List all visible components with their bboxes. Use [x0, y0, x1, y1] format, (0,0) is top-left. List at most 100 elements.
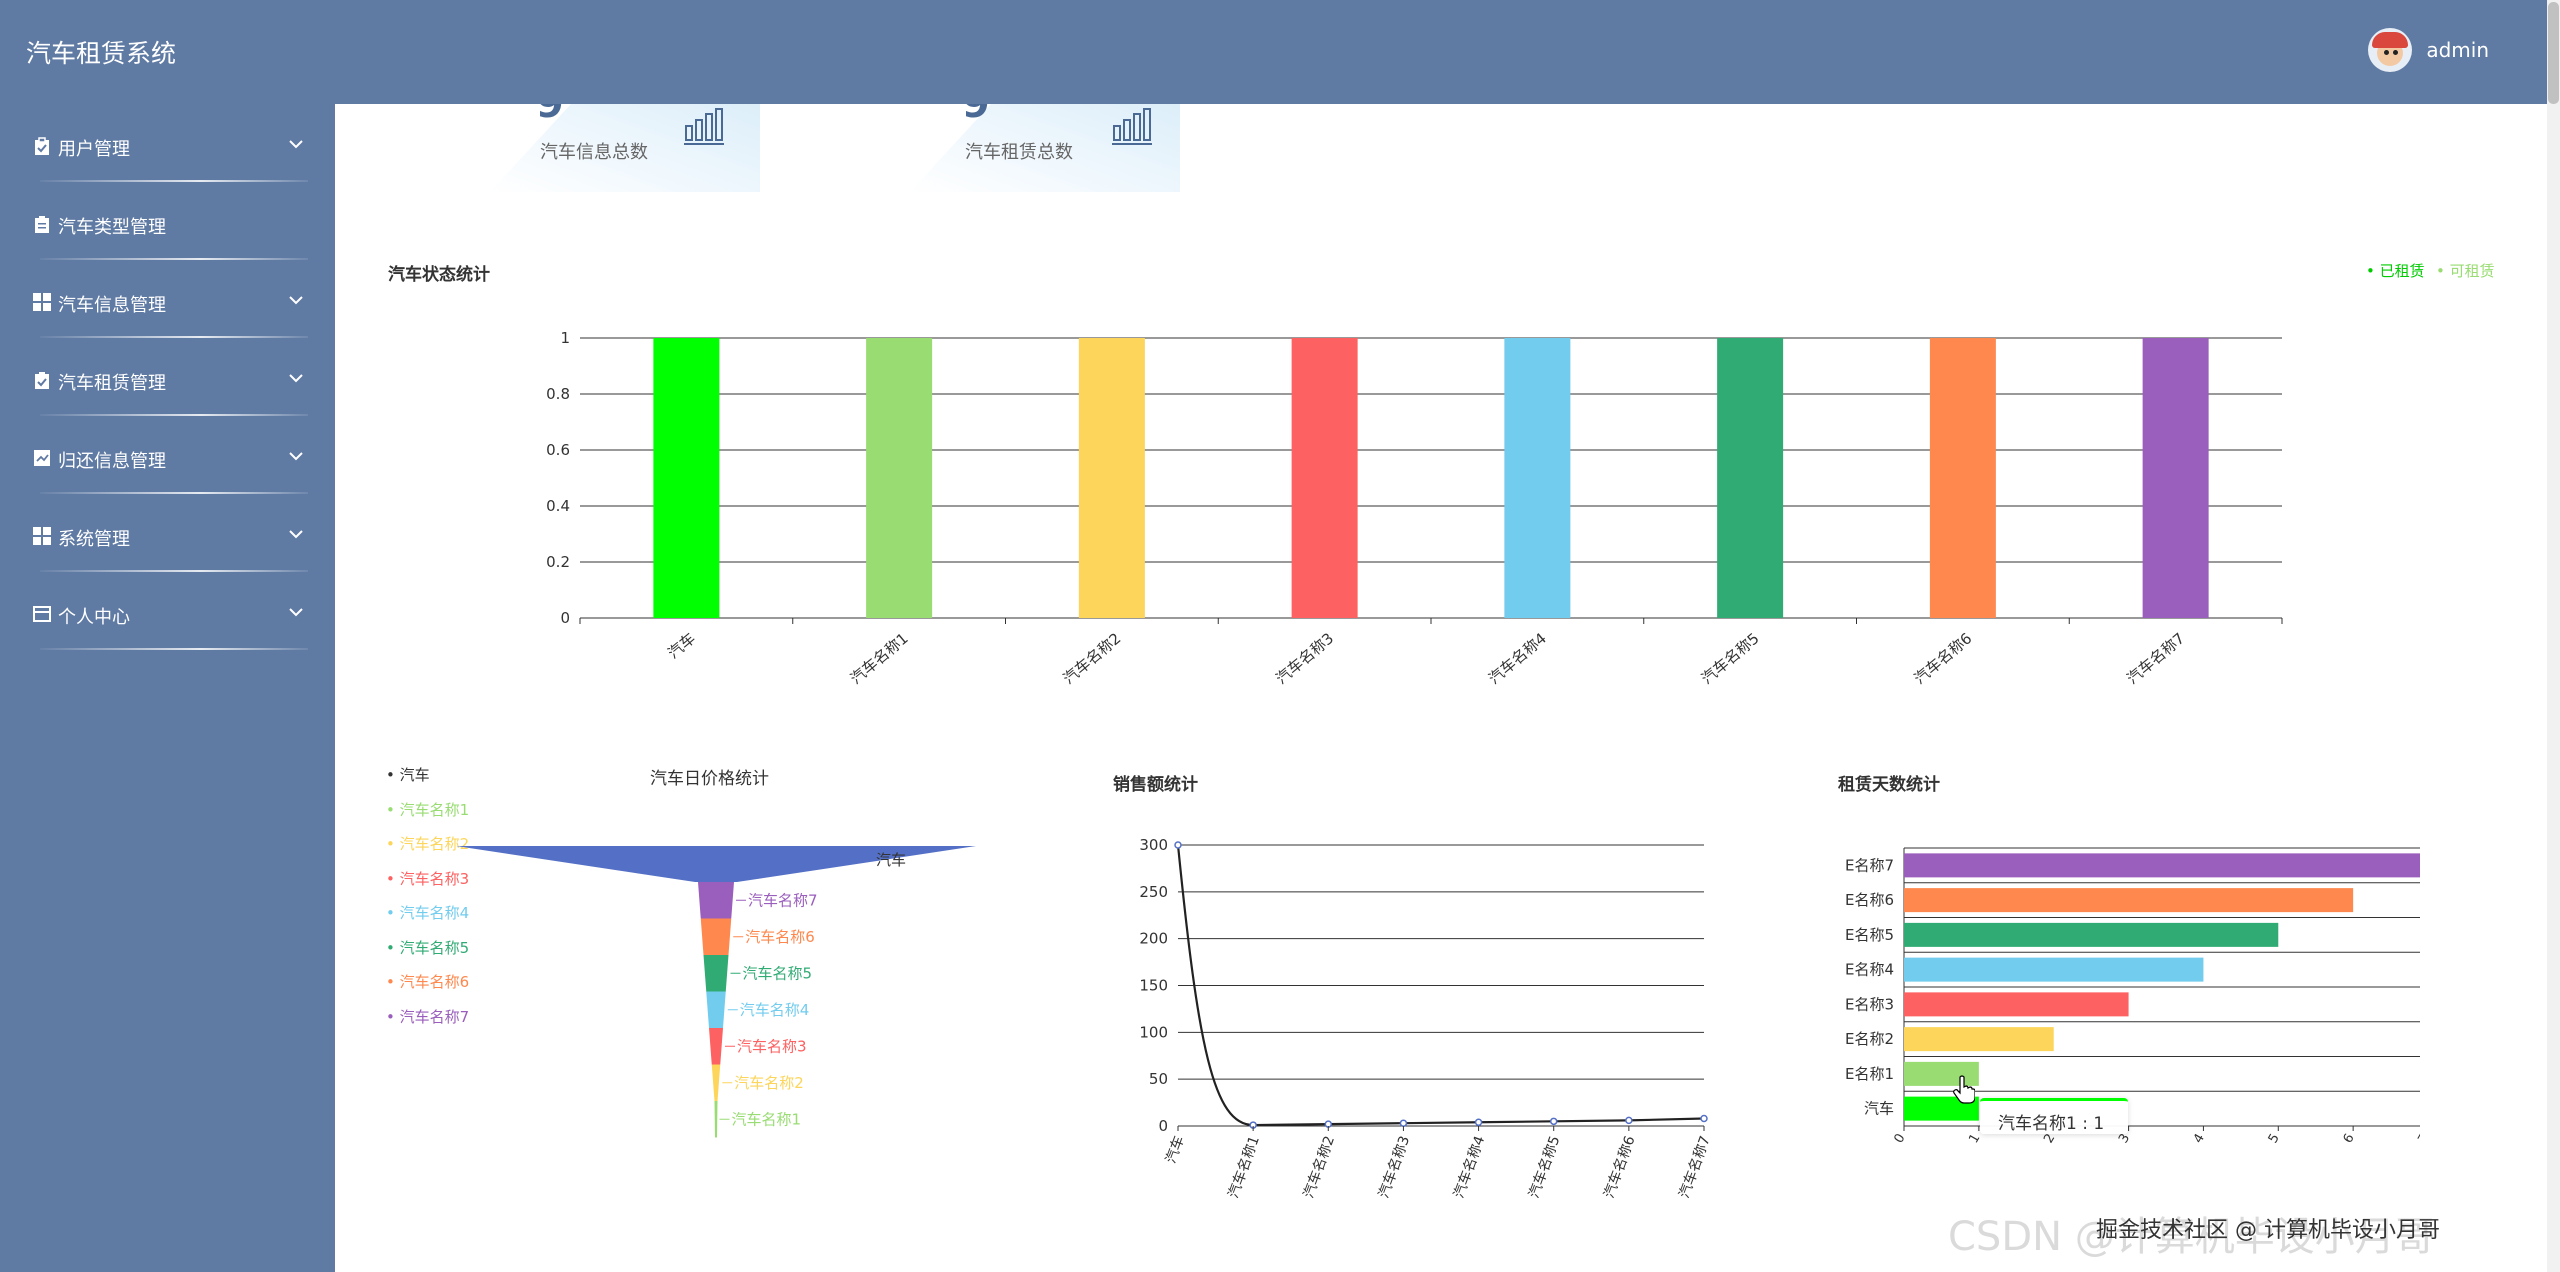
bar	[1904, 1061, 1979, 1086]
top-header: 汽车租赁系统 admin	[0, 0, 2547, 104]
funnel-legend-item[interactable]: • 汽车名称4	[386, 904, 470, 922]
x-tick-label: 汽车名称2	[1060, 629, 1125, 687]
funnel-label: 汽车名称6	[745, 928, 815, 946]
chevron-down-icon	[289, 608, 303, 617]
bar	[1078, 338, 1145, 618]
y-tick-label: 1	[560, 329, 570, 347]
clipboard-check-icon	[35, 372, 49, 389]
username[interactable]: admin	[2426, 38, 2489, 62]
sales-point	[1625, 1116, 1633, 1125]
x-tick-label: 汽车名称5	[1525, 1134, 1563, 1201]
stat-value: 9	[962, 104, 990, 120]
funnel-slice	[711, 1064, 721, 1101]
sidebar-item-system-management[interactable]: 系统管理	[0, 494, 335, 572]
legend-item-rented[interactable]: • 已租赁	[2366, 262, 2425, 280]
vertical-scrollbar[interactable]	[2547, 0, 2560, 1272]
funnel-slice	[700, 918, 732, 955]
sidebar-item-personal-center[interactable]: 个人中心	[0, 572, 335, 650]
y-tick-label: 0.4	[546, 497, 570, 515]
bar-chart-icon	[684, 108, 724, 145]
funnel-label: 汽车名称7	[748, 891, 818, 909]
bar	[2142, 338, 2209, 618]
y-tick-label: 100	[1139, 1023, 1168, 1041]
bar	[1904, 992, 2129, 1017]
x-tick-label: 汽车名称3	[1272, 629, 1337, 687]
sidebar-item-car-info-management[interactable]: 汽车信息管理	[0, 260, 335, 338]
x-tick-label: 7	[2415, 1131, 2420, 1146]
sidebar-item-car-rental-management[interactable]: 汽车租赁管理	[0, 338, 335, 416]
y-tick-label: 0	[1158, 1117, 1168, 1135]
funnel-legend-item[interactable]: • 汽车名称3	[386, 869, 470, 888]
avatar[interactable]	[2368, 28, 2413, 72]
x-tick-label: 汽车名称6	[1911, 629, 1976, 687]
funnel-slice	[709, 1028, 723, 1065]
y-tick-label: E名称4	[1845, 961, 1894, 979]
sales-chart-title: 销售额统计	[1113, 775, 1198, 795]
stat-label: 汽车租赁总数	[965, 142, 1073, 163]
y-tick-label: 0.8	[546, 385, 570, 403]
y-tick-label: 0.6	[546, 441, 570, 459]
x-tick-label: 汽车名称7	[1676, 1134, 1714, 1201]
funnel-slice	[698, 882, 734, 919]
bar	[1717, 338, 1784, 618]
funnel-label: 汽车名称5	[743, 964, 813, 982]
x-tick-label: 0	[1891, 1131, 1908, 1146]
funnel-legend-item[interactable]: • 汽车名称5	[386, 938, 470, 957]
app-title: 汽车租赁系统	[26, 39, 177, 68]
sales-point	[1174, 841, 1182, 849]
chevron-down-icon	[289, 296, 303, 305]
sales-point	[1700, 1114, 1708, 1123]
chevron-down-icon	[289, 530, 303, 539]
funnel-legend-item[interactable]: • 汽车	[386, 766, 430, 784]
funnel-legend-item[interactable]: • 汽车名称1	[386, 800, 470, 819]
sidebar-item-user-management[interactable]: 用户管理	[0, 104, 335, 182]
bar	[1904, 957, 2204, 982]
bar	[1904, 888, 2354, 913]
bar	[653, 338, 720, 618]
funnel-legend-item[interactable]: • 汽车名称7	[386, 1007, 470, 1026]
chart-box-icon	[34, 450, 50, 466]
bar	[1904, 1027, 2054, 1052]
stat-value: 9	[536, 104, 564, 120]
y-tick-label: 250	[1139, 883, 1168, 901]
legend-item-available[interactable]: • 可租赁	[2436, 262, 2495, 280]
sidebar: 用户管理 汽车类型管理 汽车信息管理 汽车租赁管理 归还信息管理	[0, 104, 335, 1272]
watermark: CSDN @计算机毕设小月哥	[1948, 1214, 2435, 1260]
y-tick-label: E名称1	[1845, 1065, 1894, 1083]
chevron-down-icon	[289, 374, 303, 383]
x-tick-label: 汽车名称1	[847, 629, 912, 687]
grid-icon	[33, 293, 51, 311]
bar	[1904, 922, 2279, 947]
x-tick-label: 4	[2191, 1131, 2208, 1146]
status-bar-chart: 0 0.2 0.4 0.6 0.8 1 汽车 汽车名称1 汽车名称2 汽车名称3 汽车名称4 汽车名称…	[546, 329, 2283, 688]
funnel-label: 汽车名称1	[732, 1110, 802, 1128]
sales-point	[1549, 1117, 1558, 1126]
scrollbar-thumb[interactable]	[2548, 2, 2559, 104]
y-tick-label: E名称6	[1845, 891, 1894, 909]
sidebar-item-label: 汽车租赁管理	[58, 373, 166, 394]
document-icon	[35, 216, 49, 233]
watermark-overlay: 掘金技术社区 @ 计算机毕设小月哥	[2096, 1218, 2440, 1243]
x-tick-label: 汽车	[1162, 1134, 1188, 1166]
x-tick-label: 汽车名称6	[1600, 1133, 1638, 1200]
y-tick-label: 150	[1139, 977, 1168, 995]
sidebar-item-return-info-management[interactable]: 归还信息管理	[0, 416, 335, 494]
x-tick-label: 汽车名称4	[1485, 629, 1550, 687]
funnel-legend-item[interactable]: • 汽车名称2	[386, 835, 470, 853]
y-tick-label: 汽车	[1864, 1100, 1894, 1118]
grid-icon	[33, 527, 51, 545]
funnel-legend-item[interactable]: • 汽车名称6	[386, 973, 470, 991]
sidebar-item-label: 归还信息管理	[58, 451, 166, 472]
y-tick-label: 200	[1139, 930, 1168, 948]
sidebar-item-car-type-management[interactable]: 汽车类型管理	[0, 182, 335, 260]
funnel-slice	[714, 1101, 718, 1138]
clipboard-icon	[35, 137, 49, 155]
card-icon	[33, 606, 51, 622]
user-menu[interactable]: admin	[2368, 28, 2489, 72]
x-tick-label: 汽车名称5	[1698, 629, 1763, 687]
sales-point	[1474, 1118, 1483, 1127]
y-tick-label: E名称5	[1845, 926, 1894, 944]
bar-chart-icon	[1112, 108, 1152, 145]
